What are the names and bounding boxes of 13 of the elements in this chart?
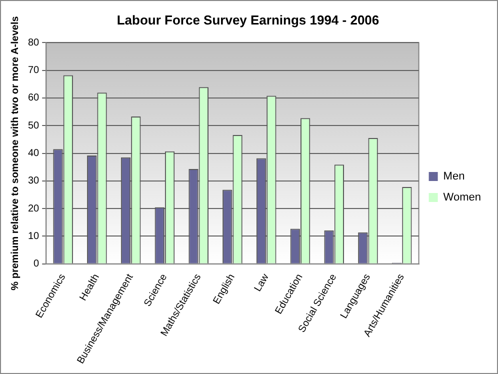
y-tick-label: 30 [28,176,40,187]
y-tick-label: 40 [28,148,40,159]
y-tick-label: 60 [28,92,40,104]
y-tick-label: 20 [28,203,40,214]
y-tick-label: 50 [28,120,40,132]
y-tick-label: 0 [34,258,40,270]
y-tick-label: 80 [28,37,40,48]
y-tick-label: 10 [28,230,40,242]
chart-title: Labour Force Survey Earnings 1994 - 2006 [116,12,380,28]
legend-label: Women [443,192,482,204]
legend-label: Men [443,170,465,183]
y-axis-title: % premium relative to someone with two or more A-levels [10,16,21,290]
y-tick-label: 70 [28,65,40,76]
